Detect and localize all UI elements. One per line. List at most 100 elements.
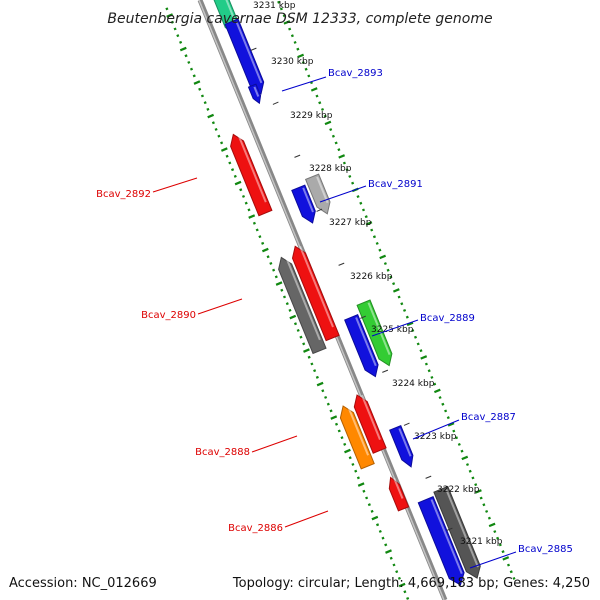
gc-skew-mark [266, 255, 270, 259]
gc-skew-mark [395, 570, 399, 574]
gc-skew-mark [384, 543, 388, 547]
gc-skew-mark [378, 529, 382, 533]
gc-skew-mark [207, 113, 215, 119]
gc-skew-mark [277, 0, 281, 4]
gc-skew-mark [441, 402, 445, 406]
gene-feature[interactable] [433, 485, 481, 579]
gc-skew-mark [282, 14, 286, 18]
gene-label[interactable]: Bcav_2891 [368, 179, 423, 190]
gc-skew-mark [433, 388, 441, 394]
gene-feature-highlight [398, 428, 412, 457]
gc-skew-mark [211, 121, 215, 125]
gc-skew-mark [334, 141, 338, 145]
gene-feature[interactable] [291, 184, 316, 224]
gc-skew-mark [488, 522, 496, 528]
gc-skew-mark [397, 576, 401, 580]
gc-skew-mark [406, 321, 414, 327]
gc-skew-mark [496, 536, 500, 540]
gene-label[interactable]: Bcav_2889 [420, 313, 475, 324]
gene-feature[interactable] [247, 83, 262, 105]
gene-label[interactable]: Bcav_2890 [141, 310, 196, 321]
gc-skew-mark [370, 228, 374, 232]
gc-skew-mark [427, 369, 431, 373]
gc-skew-mark [345, 168, 349, 172]
gc-skew-mark [309, 81, 314, 85]
gc-skew-mark [498, 543, 502, 547]
gc-skew-mark [337, 429, 341, 433]
gene-label[interactable]: Bcav_2892 [96, 189, 151, 200]
gc-skew-mark [310, 362, 314, 366]
gene-label[interactable]: Bcav_2887 [461, 412, 516, 423]
gene-label-leader [284, 510, 329, 528]
gc-skew-mark [247, 208, 251, 212]
kbp-tick-mark [272, 101, 279, 105]
gc-skew-mark [316, 381, 324, 387]
kbp-ticks-layer: 3231 kbp 3230 kbp 3229 kbp 3228 kbp 3227 kbp… [250, 1, 503, 547]
gene-feature[interactable] [389, 425, 414, 468]
gc-skew-mark [375, 523, 380, 527]
gc-skew-mark [282, 295, 287, 299]
gc-skew-mark [386, 268, 390, 272]
gc-skew-mark [430, 375, 434, 379]
gc-skew-mark [405, 315, 409, 319]
gene-label[interactable]: Bcav_2885 [518, 544, 573, 555]
gc-skew-mark [364, 215, 368, 219]
gc-skew-mark [460, 449, 464, 453]
gc-skew-mark [318, 101, 322, 105]
gc-skew-mark [375, 241, 379, 245]
gene-feature-highlight [235, 21, 263, 84]
gc-skew-mark [398, 582, 406, 588]
kbp-tick-mark [316, 208, 323, 212]
gene-label[interactable]: Bcav_2893 [328, 68, 383, 79]
gc-skew-mark [403, 590, 407, 594]
kbp-tick-label: 3227 kbp [329, 218, 372, 228]
gene-feature[interactable] [417, 496, 465, 586]
gene-feature[interactable] [224, 18, 265, 95]
gc-skew-mark [192, 74, 196, 78]
gc-skew-mark [220, 147, 228, 152]
gc-skew-mark [187, 60, 191, 64]
gc-skew-mark [302, 342, 306, 346]
gc-skew-mark [310, 87, 318, 92]
genome-title: Beutenbergia cavernae DSM 12333, complet… [107, 11, 492, 27]
gc-skew-mark [383, 262, 387, 266]
gc-skew-mark [234, 180, 242, 186]
gene-feature-highlight [430, 499, 463, 574]
kbp-tick-label: 3226 kbp [350, 272, 393, 282]
gene-label[interactable]: Bcav_2888 [195, 447, 250, 458]
gene-labels-layer: Bcav_2893 Bcav_2892 Bcav_2891 Bcav_2890 Bcav… [96, 68, 573, 569]
gene-label[interactable]: Bcav_2886 [228, 523, 283, 534]
kbp-tick-label: 3231 kbp [253, 1, 296, 11]
gene-feature[interactable] [230, 133, 273, 217]
gc-skew-mark [461, 455, 469, 461]
gene-feature[interactable] [353, 394, 387, 454]
gene-feature[interactable] [304, 173, 331, 215]
gc-skew-mark [303, 348, 310, 353]
gc-skew-mark [279, 7, 283, 11]
gc-skew-mark [420, 355, 428, 360]
gene-feature[interactable] [344, 314, 379, 378]
gene-feature[interactable] [291, 245, 340, 342]
gc-skew-mark [329, 409, 333, 413]
gene-feature[interactable] [339, 405, 375, 470]
kbp-tick-mark [446, 527, 453, 531]
gene-feature[interactable] [278, 256, 327, 355]
gc-skew-mark [173, 27, 177, 31]
gc-skew-mark [293, 40, 297, 44]
gene-feature[interactable] [388, 476, 410, 512]
kbp-tick-label: 3229 kbp [290, 111, 333, 121]
gc-skew-mark [479, 496, 483, 500]
gc-skew-mark [289, 314, 297, 320]
gc-skew-mark [315, 375, 319, 379]
gc-skew-mark [258, 235, 262, 239]
gc-skew-mark [323, 114, 327, 118]
gene-feature-highlight [316, 176, 329, 204]
gene-label-leader [371, 319, 419, 337]
gc-skew-mark [392, 282, 396, 286]
gc-skew-mark [290, 34, 294, 38]
gc-skew-mark [320, 107, 325, 111]
gc-skew-mark [389, 275, 393, 279]
gc-skew-mark [340, 436, 344, 440]
gene-feature-highlight [253, 86, 260, 97]
